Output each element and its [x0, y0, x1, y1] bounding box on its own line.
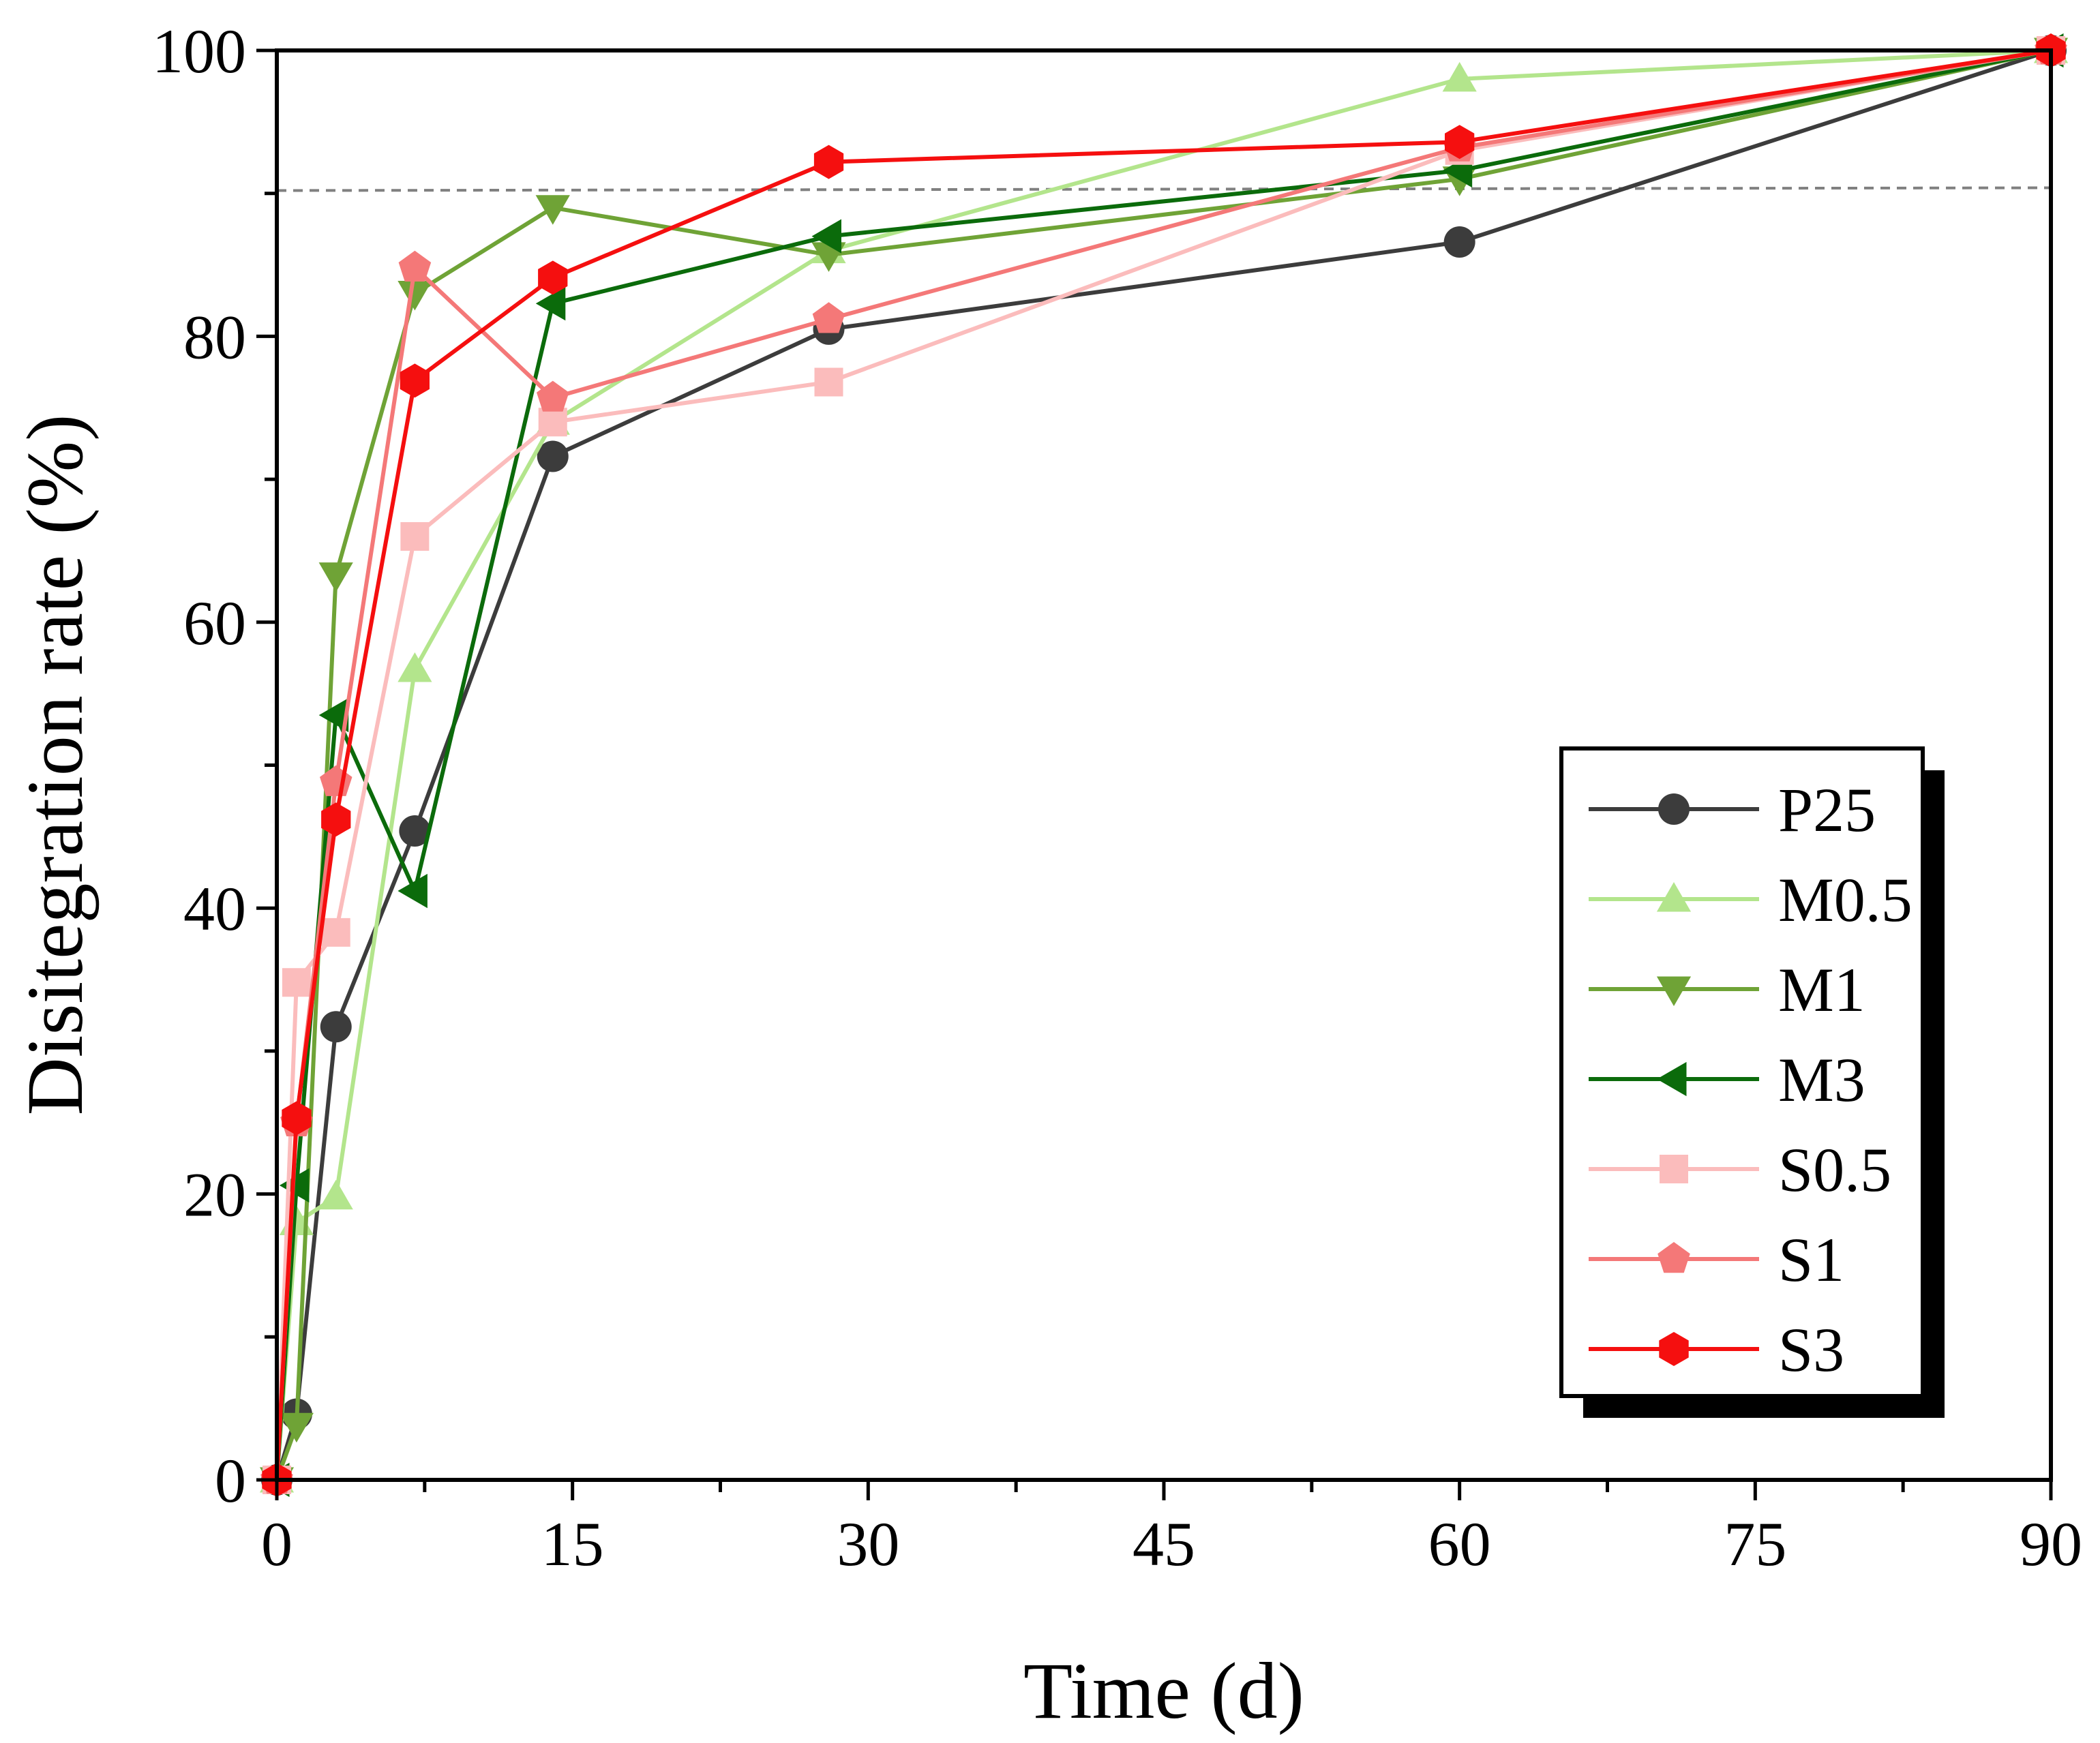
data-point: [1443, 226, 1475, 258]
ticks-layer: [256, 48, 2053, 1500]
x-tick-label: 45: [1132, 1509, 1195, 1579]
legend-label: M1: [1778, 955, 1865, 1025]
legend-label: M3: [1778, 1045, 1865, 1115]
legend: P25 M0.5 M1 M3 S0.5 S1 S3: [1559, 746, 1945, 1418]
data-point: [321, 918, 350, 947]
legend-label: P25: [1778, 775, 1876, 845]
data-point: [282, 1101, 312, 1136]
series-layer: [259, 33, 2069, 1498]
legend-marker: [1656, 976, 1692, 1006]
reference-layer: [276, 186, 2052, 192]
legend-label: S1: [1778, 1225, 1844, 1294]
data-point: [318, 562, 353, 592]
data-point: [813, 145, 844, 179]
legend-marker: [1658, 793, 1690, 825]
legend-item: M3: [1589, 1045, 1865, 1115]
y-tick-label: 0: [215, 1446, 246, 1515]
tick-labels-layer: 0 15 30 45 60 75 90 0 20 40 60 80 100: [152, 16, 2082, 1579]
data-point: [397, 873, 427, 909]
legend-label: M0.5: [1778, 865, 1912, 935]
data-point: [320, 765, 352, 796]
data-point: [397, 281, 432, 311]
legend-item: S3: [1589, 1315, 1844, 1384]
data-point: [400, 521, 430, 551]
data-point: [537, 440, 569, 472]
legend-item: P25: [1589, 775, 1876, 845]
legend-label: S3: [1778, 1315, 1844, 1384]
data-point: [1442, 61, 1477, 92]
data-point: [321, 802, 351, 837]
data-point: [538, 260, 568, 295]
data-point: [282, 968, 311, 997]
legend-box: [1559, 746, 1925, 1398]
y-tick-label: 60: [183, 588, 246, 658]
data-point: [318, 1179, 353, 1210]
data-point: [535, 286, 566, 321]
y-tick-label: 40: [183, 874, 246, 943]
x-tick-label: 0: [261, 1509, 292, 1579]
data-point: [398, 250, 432, 282]
y-tick-label: 100: [152, 16, 246, 86]
x-tick-label: 30: [837, 1509, 899, 1579]
x-tick-label: 75: [1724, 1509, 1786, 1579]
legend-item: S0.5: [1589, 1135, 1891, 1204]
x-tick-label: 60: [1428, 1509, 1491, 1579]
legend-marker: [1657, 1061, 1687, 1097]
x-tick-label: 15: [541, 1509, 604, 1579]
legend-marker: [1660, 1155, 1688, 1183]
data-point: [535, 195, 570, 225]
series-line: [275, 48, 2052, 1481]
legend-marker: [1656, 882, 1692, 912]
data-point: [400, 363, 430, 398]
legend-items: P25 M0.5 M1 M3 S0.5 S1 S3: [1589, 775, 1912, 1384]
legend-item: M1: [1589, 955, 1865, 1025]
y-axis-title: Disitegration rate (%): [10, 414, 100, 1116]
y-tick-label: 20: [183, 1160, 246, 1230]
series-line: [275, 48, 2052, 1481]
data-point: [320, 1011, 352, 1043]
data-point: [812, 302, 845, 333]
data-point: [397, 652, 432, 682]
data-point: [399, 815, 431, 847]
reference-dashed-line: [276, 186, 2052, 192]
data-point: [1445, 125, 1475, 160]
data-point: [814, 367, 843, 397]
data-point: [811, 219, 841, 254]
x-tick-label: 90: [2020, 1509, 2082, 1579]
legend-item: S1: [1589, 1225, 1844, 1294]
series-line: [275, 48, 2052, 1481]
legend-item: M0.5: [1589, 865, 1912, 935]
legend-marker: [1657, 1242, 1690, 1273]
legend-marker: [1659, 1332, 1689, 1366]
x-axis-title: Time (d): [1023, 1646, 1304, 1736]
data-point: [538, 408, 567, 437]
data-point: [279, 1412, 314, 1443]
y-tick-label: 80: [183, 302, 246, 372]
data-point: [318, 698, 349, 733]
data-point: [537, 380, 569, 412]
legend-label: S0.5: [1778, 1135, 1891, 1204]
